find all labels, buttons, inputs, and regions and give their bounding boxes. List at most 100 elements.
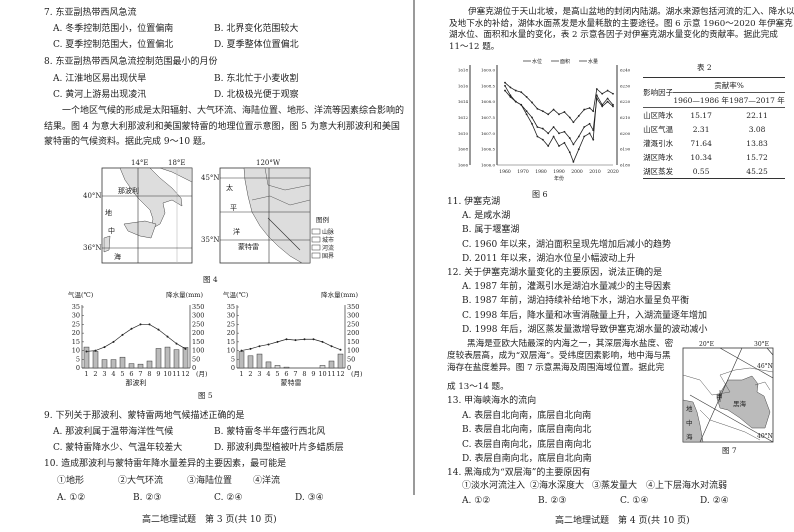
- q14-option-c[interactable]: C. ①④: [620, 496, 649, 506]
- q11-option-c[interactable]: C. 1960 年以来，湖泊面积呈现先增加后减小的趋势: [462, 240, 672, 250]
- lon-label: 120°W: [256, 159, 281, 167]
- axis3-tick: 6220: [620, 99, 631, 104]
- value: 0.55: [692, 166, 710, 176]
- q11-option-a[interactable]: A. 是咸水湖: [462, 211, 511, 221]
- x-axis-label: 年份: [554, 175, 564, 182]
- series-point: [601, 92, 604, 95]
- series-point: [577, 115, 580, 117]
- q10-option-a[interactable]: A. ①②: [57, 493, 86, 503]
- q9-option-a[interactable]: A. 那波利属于温带海洋性气候: [53, 427, 174, 437]
- q8-option-b[interactable]: B. 东北忙于小麦收割: [214, 74, 299, 84]
- temp-axis-title: 气温(℃): [68, 290, 94, 299]
- axis3-tick: 6230: [620, 83, 631, 88]
- series-point: [558, 113, 560, 116]
- ocean-label: 平: [230, 204, 237, 212]
- temperature-point: [166, 335, 169, 338]
- q14-item: ④上下层海水对流弱: [646, 481, 728, 491]
- intro2-line: 成 13～14 题。: [447, 382, 509, 392]
- temperature-point: [258, 345, 261, 348]
- q14-option-b[interactable]: B. ②③: [538, 496, 567, 506]
- italy-land: [119, 167, 183, 230]
- q13-option-d[interactable]: D. 表层自南向北，底层自北向南: [462, 454, 592, 464]
- series-point: [595, 94, 598, 97]
- series-point: [558, 145, 560, 147]
- q9-option-b[interactable]: B. 蒙特雷冬半年盛行西北风: [214, 427, 326, 437]
- intro-line: 湖水位、面积和水量的变化，表 2 示意各因子对伊塞克湖水量变化的贡献率。据此完成: [449, 30, 778, 40]
- precip-tick: 200: [192, 329, 204, 337]
- precip-tick: 200: [347, 329, 359, 337]
- series-point: [552, 108, 555, 111]
- month-label: 12: [336, 370, 344, 378]
- x-tick: 1990: [553, 169, 565, 175]
- series-point: [612, 105, 614, 108]
- series-point: [592, 129, 595, 132]
- q7-option-b[interactable]: B. 北界变化范围较大: [214, 24, 299, 34]
- table-row: 山区降水 15.17 22.11: [643, 108, 785, 123]
- q12-option-d[interactable]: D. 1998 年后，湖区蒸发量激增导致伊塞克湖水量的波动减小: [462, 325, 708, 335]
- table-row: 山区气温 2.31 3.08: [643, 122, 785, 136]
- month-label: 9: [156, 370, 160, 378]
- temperature-point: [285, 338, 288, 341]
- map-monterey: 120°W 45°N 35°N 太 平 洋 蒙特雷: [201, 159, 311, 264]
- series-point: [568, 116, 571, 119]
- temperature-line: [86, 324, 186, 352]
- series-line-2: [504, 82, 614, 123]
- sea-label: 中: [686, 418, 693, 427]
- q7-option-c[interactable]: C. 夏季控制范围大，位置偏北: [53, 40, 174, 50]
- series-point: [514, 100, 517, 103]
- california-land: [243, 167, 311, 264]
- series-point: [606, 97, 609, 100]
- q9-option-c[interactable]: C. 蒙特雷降水少、气温年较差大: [53, 443, 183, 453]
- temp-tick: 20: [72, 329, 80, 337]
- intro-line: 及地下水的补给，湖体水面蒸发是水量耗散的主要途径。图 6 示意 1960～202…: [449, 19, 793, 29]
- q11-option-b[interactable]: B. 属于堰塞湖: [462, 225, 520, 235]
- lat-label: 45°N: [201, 174, 220, 182]
- q8-option-d[interactable]: D. 北极极光便于观察: [214, 90, 299, 100]
- q13-option-a[interactable]: A. 表层自北向南，底层自北向南: [462, 411, 592, 421]
- axis3-tick: 6240: [620, 68, 631, 73]
- value: 71.64: [690, 138, 712, 148]
- ocean-label: 洋: [233, 227, 240, 236]
- month-label: 6: [129, 370, 133, 378]
- month-label: 8: [147, 370, 151, 378]
- q14-item: ①淡水河流注入: [462, 481, 526, 491]
- temperature-point: [94, 349, 97, 352]
- q13-option-b[interactable]: B. 表层自北向南，底层自南向北: [462, 425, 592, 435]
- q10-option-c[interactable]: C. ②④: [214, 493, 243, 503]
- q14-option-d[interactable]: D. ②④: [700, 496, 729, 506]
- legend-mountain: 山脉: [322, 228, 334, 236]
- q9-option-d[interactable]: D. 那波利典型植被叶片多蜡质层: [214, 443, 344, 453]
- q7-option-a[interactable]: A. 冬季控制范围小，位置偏南: [53, 24, 174, 34]
- lat-label: 46°N: [757, 363, 773, 370]
- axis3-tick: 6200: [620, 131, 631, 136]
- q12-option-b[interactable]: B. 1987 年前，湖泊持续补给地下水，湖泊水量呈负平衡: [462, 296, 690, 306]
- x-tick: 2000: [571, 169, 583, 175]
- precip-bar: [137, 363, 144, 369]
- q10-option-d[interactable]: D. ③④: [295, 493, 324, 503]
- q10-option-b[interactable]: B. ②③: [133, 493, 162, 503]
- sea-label: 地: [686, 404, 693, 413]
- table-2-title: 表 2: [697, 63, 712, 72]
- month-unit: (月): [196, 370, 208, 378]
- q8-option-a[interactable]: A. 江淮地区易出现伏旱: [53, 74, 147, 84]
- q13-option-c[interactable]: C. 表层自南向北，底层自南向北: [462, 440, 592, 450]
- q11-option-d[interactable]: D. 2011 年以来，湖泊水位呈小幅波动上升: [462, 254, 636, 264]
- city-label-monterey: 蒙特雷: [238, 242, 259, 251]
- temp-tick: 5: [76, 355, 80, 363]
- intro-line: 伊塞克湖位于天山北坡，是高山盆地的封闭内陆湖。湖水来源包括河流的汇入、降水以: [468, 7, 794, 17]
- value: 45.25: [746, 166, 768, 176]
- q7-option-d[interactable]: D. 夏季整体位置偏北: [214, 40, 299, 50]
- q8-option-c[interactable]: C. 黄河上游易出现凌汛: [53, 90, 147, 100]
- series-point: [563, 141, 566, 144]
- month-label: 9: [311, 370, 315, 378]
- q12-option-c[interactable]: C. 1998 年后，降水量和冰雪消融量上升，入湖流量逐年增加: [462, 311, 708, 321]
- temperature-point: [330, 345, 333, 348]
- temp-tick: 35: [72, 303, 80, 311]
- q14-option-a[interactable]: A. ①②: [462, 496, 491, 506]
- value: 3.08: [748, 124, 766, 134]
- temperature-point: [112, 340, 115, 343]
- q12-option-a[interactable]: A. 1987 年前，灌溉引水是湖泊水量减少的主导因素: [462, 282, 671, 292]
- col-1987-2017: 1987—2017 年: [729, 92, 785, 108]
- temperature-point: [103, 346, 106, 349]
- temp-tick: 10: [227, 347, 235, 355]
